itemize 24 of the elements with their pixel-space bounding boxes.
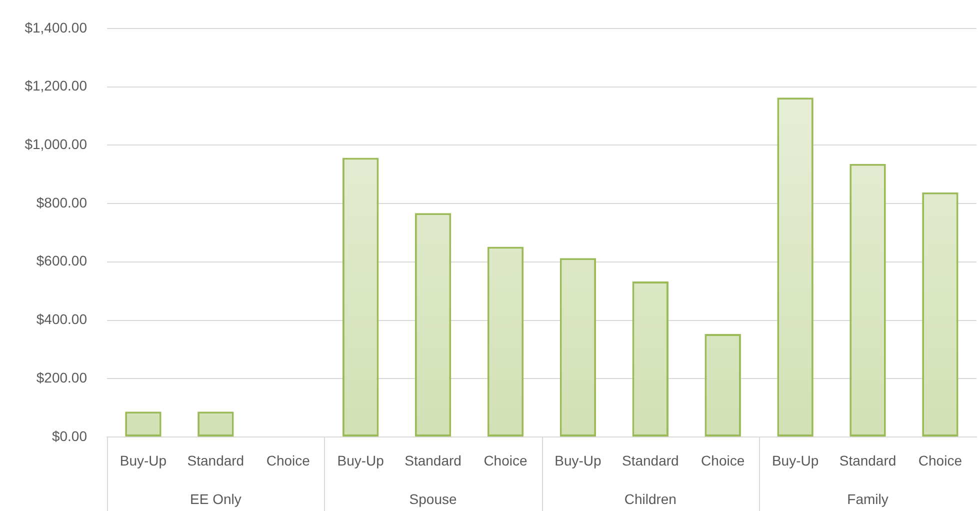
x-tick-label: Choice: [266, 452, 310, 468]
text: Children: [624, 490, 676, 507]
x-tick-label: Choice: [484, 452, 528, 468]
x-tick-label: Buy-Up: [337, 452, 384, 468]
text: EE Only: [190, 490, 242, 507]
y-tick-label: $1,400.00: [24, 19, 88, 36]
x-tick-label: Standard: [187, 452, 244, 468]
text: Spouse: [409, 490, 457, 507]
x-tick-label: Buy-Up: [772, 452, 819, 468]
y-tick-label: $0.00: [52, 428, 88, 444]
x-tick-label: Standard: [404, 452, 462, 468]
x-tick-label: Standard: [622, 452, 679, 468]
x-tick-label: Choice: [701, 452, 745, 468]
x-tick-label: Buy-Up: [120, 452, 167, 468]
y-tick-label: $600.00: [36, 252, 88, 269]
y-tick-label: $200.00: [36, 369, 88, 386]
y-tick-label: $400.00: [36, 311, 88, 328]
x-tick-label: Standard: [839, 452, 896, 468]
y-tick-label: $1,200.00: [24, 78, 88, 94]
text: Family: [847, 490, 888, 507]
y-tick-label: $800.00: [36, 194, 88, 210]
x-tick-label: Choice: [918, 452, 962, 468]
x-tick-label: Buy-Up: [554, 452, 602, 468]
y-tick-label: $1,000.00: [24, 136, 88, 152]
